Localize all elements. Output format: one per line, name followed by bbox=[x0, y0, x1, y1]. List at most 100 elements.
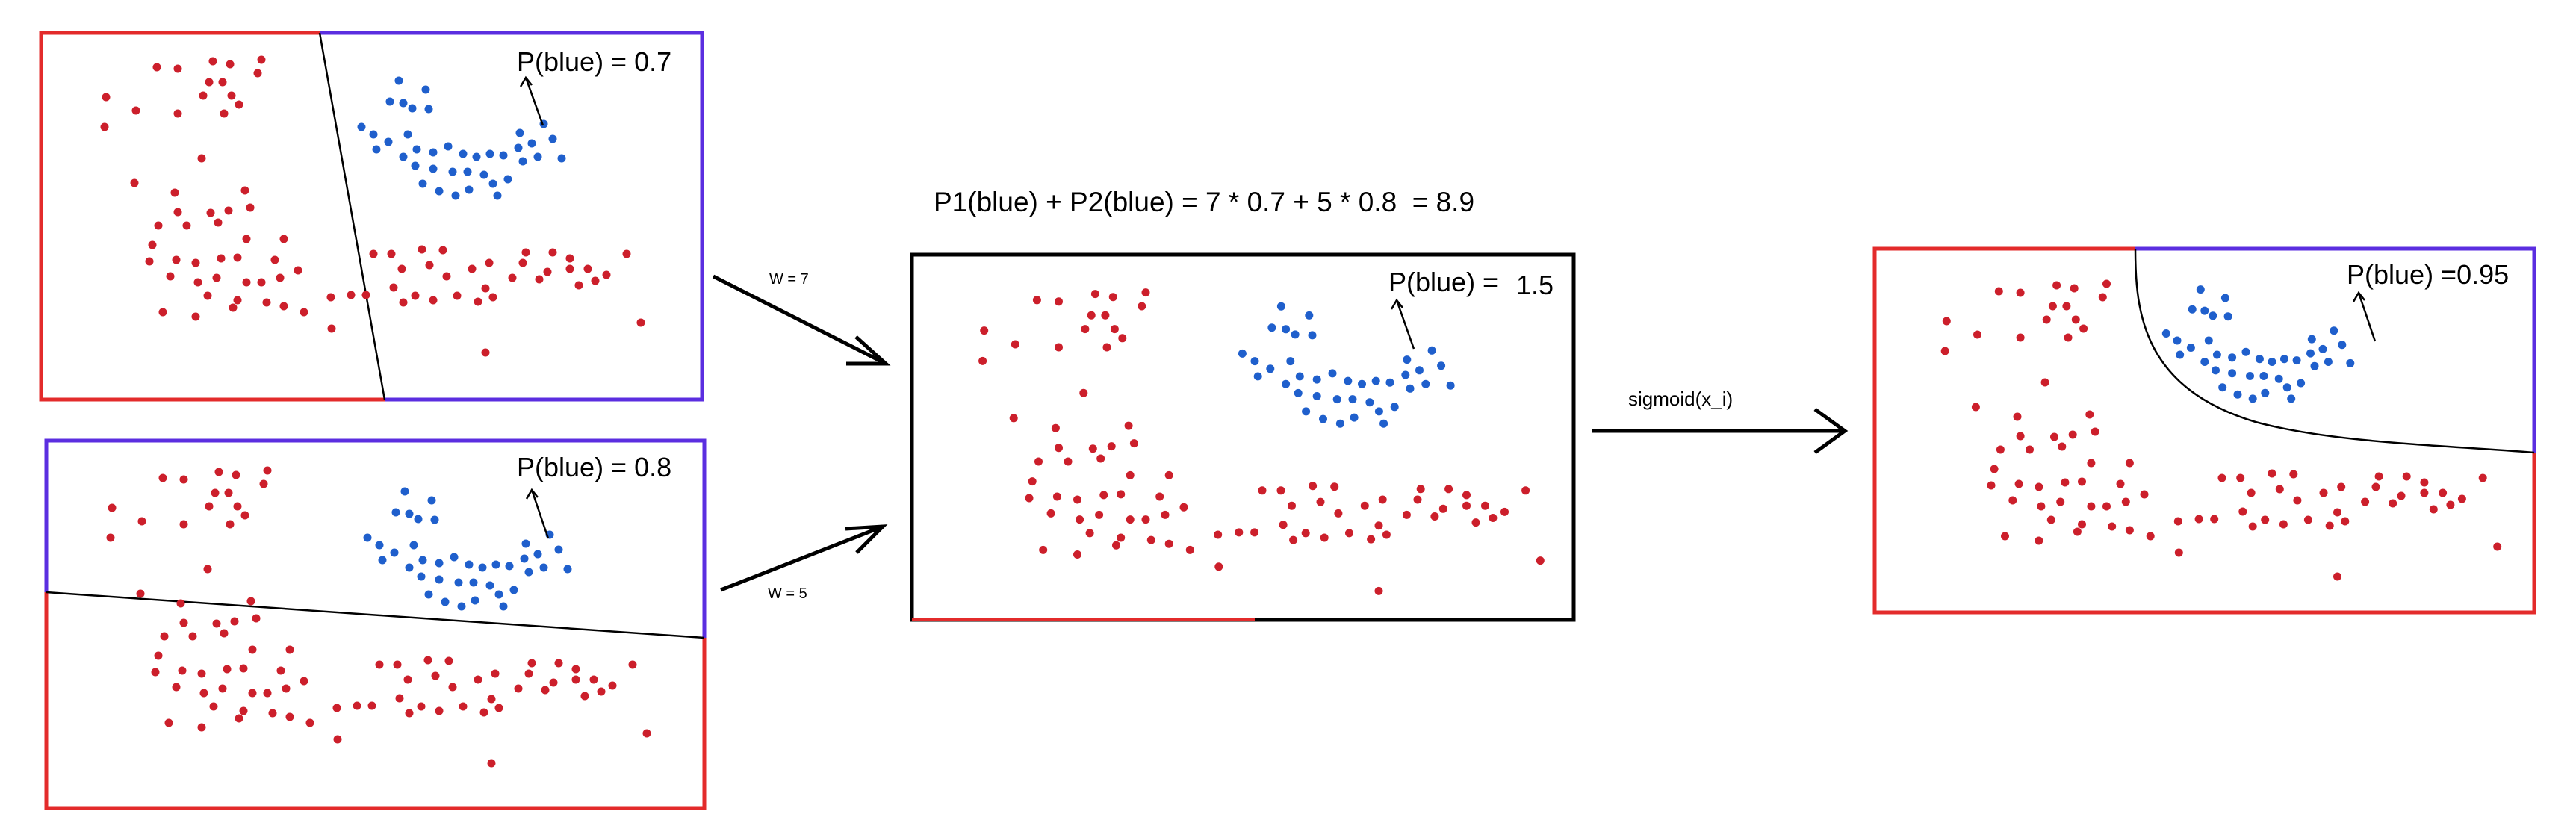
scatter-point bbox=[478, 563, 487, 572]
scatter-point bbox=[424, 590, 433, 599]
scatter-point bbox=[2085, 410, 2094, 419]
scatter-point bbox=[2279, 520, 2288, 529]
scatter-point bbox=[1117, 490, 1126, 499]
scatter-point bbox=[1282, 379, 1291, 388]
scatter-point bbox=[1095, 510, 1104, 519]
scatter-point bbox=[2079, 324, 2088, 333]
scatter-point bbox=[2016, 333, 2025, 342]
scatter-point bbox=[1276, 486, 1285, 495]
scatter-point bbox=[2307, 335, 2316, 344]
scatter-point bbox=[1164, 539, 1173, 548]
scatter-point bbox=[549, 678, 558, 687]
scatter-point bbox=[1034, 457, 1043, 466]
scatter-point bbox=[1350, 413, 1359, 422]
scatter-point bbox=[1345, 529, 1353, 538]
scatter-point bbox=[1332, 395, 1341, 404]
scatter-point bbox=[1328, 369, 1337, 378]
scatter-point bbox=[583, 264, 592, 273]
scatter-point bbox=[1335, 419, 1344, 428]
scatter-point bbox=[1330, 482, 1339, 491]
scatter-point bbox=[405, 709, 414, 718]
scatter-point bbox=[1099, 491, 1108, 500]
scatter-point bbox=[173, 64, 182, 73]
panel-2-probability-label: P(blue) = 0.8 bbox=[517, 452, 671, 482]
scatter-point bbox=[2236, 473, 2245, 482]
scatter-point bbox=[357, 122, 366, 131]
scatter-point bbox=[524, 669, 533, 678]
scatter-point bbox=[1124, 421, 1133, 430]
scatter-point bbox=[197, 154, 206, 163]
scatter-point bbox=[533, 550, 542, 559]
scatter-point bbox=[390, 548, 399, 557]
scatter-point bbox=[2306, 349, 2315, 358]
scatter-point bbox=[108, 503, 117, 512]
scatter-point bbox=[2194, 515, 2203, 524]
scatter-point bbox=[2247, 488, 2256, 497]
scatter-point bbox=[2174, 548, 2183, 557]
scatter-point bbox=[1011, 340, 1019, 349]
scatter-point bbox=[1536, 556, 1545, 565]
scatter-point bbox=[1320, 533, 1329, 542]
scatter-point bbox=[327, 324, 336, 333]
scatter-point bbox=[457, 602, 466, 611]
scatter-point bbox=[282, 684, 291, 693]
scatter-point bbox=[418, 556, 427, 565]
panel-1-decision-boundary bbox=[318, 32, 386, 400]
scatter-point bbox=[2478, 473, 2487, 482]
panel-1-blue-points bbox=[357, 76, 566, 200]
scatter-point bbox=[2275, 485, 2284, 494]
scatter-point bbox=[367, 701, 376, 710]
scatter-point bbox=[152, 63, 161, 72]
scatter-point bbox=[1462, 501, 1471, 510]
scatter-point bbox=[459, 702, 468, 711]
scatter-point bbox=[411, 161, 420, 170]
scatter-point bbox=[548, 134, 557, 143]
scatter-point bbox=[1073, 550, 1081, 559]
scatter-point bbox=[425, 261, 434, 270]
scatter-point bbox=[1291, 330, 1300, 339]
scatter-point bbox=[488, 179, 497, 188]
scatter-point bbox=[2420, 478, 2429, 487]
panel-3-red-points bbox=[978, 288, 1545, 595]
scatter-point bbox=[1500, 507, 1509, 516]
scatter-point bbox=[1107, 442, 1116, 451]
panel-4-blue-points bbox=[2161, 285, 2355, 403]
scatter-point bbox=[1421, 379, 1430, 388]
scatter-point bbox=[1289, 535, 1298, 544]
panel-3-blue-points bbox=[1238, 302, 1455, 428]
scatter-point bbox=[1129, 439, 1138, 448]
panel-2-blue-border bbox=[44, 438, 707, 638]
scatter-point bbox=[2248, 522, 2257, 531]
panel-3-pointer-arrowhead bbox=[1390, 298, 1403, 310]
arrow-w7-label: W = 7 bbox=[769, 271, 809, 288]
scatter-point bbox=[2212, 350, 2221, 359]
panel-2-pointer-arrow bbox=[530, 489, 550, 539]
scatter-point bbox=[242, 235, 251, 243]
scatter-point bbox=[229, 303, 238, 312]
scatter-point bbox=[474, 675, 482, 684]
scatter-point bbox=[412, 145, 421, 154]
scatter-point bbox=[2303, 515, 2312, 524]
scatter-point bbox=[1365, 398, 1374, 407]
scatter-point bbox=[384, 137, 393, 146]
scatter-point bbox=[2280, 355, 2288, 364]
scatter-point bbox=[232, 470, 240, 479]
scatter-point bbox=[242, 278, 251, 287]
scatter-point bbox=[1112, 541, 1120, 550]
scatter-point bbox=[399, 99, 408, 108]
panel-2-pointer-arrowhead bbox=[525, 488, 539, 500]
scatter-point bbox=[263, 689, 272, 698]
scatter-point bbox=[2389, 499, 2397, 508]
scatter-point bbox=[1302, 407, 1311, 416]
scatter-point bbox=[2223, 312, 2232, 321]
scatter-point bbox=[405, 509, 414, 518]
scatter-point bbox=[1378, 495, 1387, 504]
scatter-point bbox=[218, 78, 227, 87]
scatter-point bbox=[1073, 495, 1081, 504]
scatter-point bbox=[1319, 414, 1327, 423]
scatter-point bbox=[1161, 510, 1170, 519]
scatter-point bbox=[2196, 285, 2205, 294]
scatter-point bbox=[2048, 302, 2057, 311]
scatter-point bbox=[369, 130, 378, 139]
scatter-point bbox=[1308, 331, 1317, 340]
